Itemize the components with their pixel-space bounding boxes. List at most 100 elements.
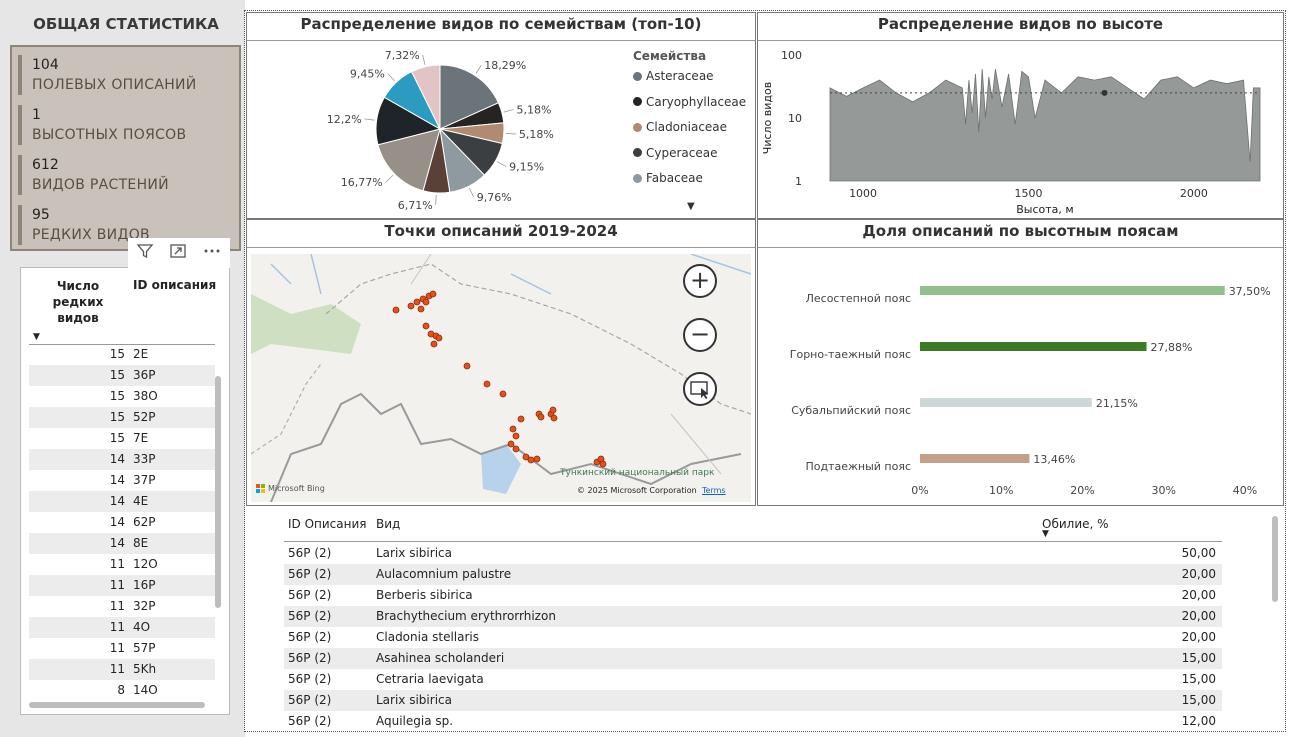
cell-species: Aulacomnium palustre (376, 567, 512, 581)
table-row[interactable]: 56P (2) Asahinea scholanderi 15,00 (284, 648, 1222, 669)
pie-chart-visual[interactable]: Распределение видов по семействам (топ-1… (246, 12, 756, 219)
filter-icon[interactable] (136, 242, 154, 264)
cell-rare-count: 11 (109, 599, 125, 613)
species-abundance-table[interactable]: ID Описания Вид Обилие, % ▼ 56P (2) Larix… (282, 512, 1227, 734)
map-visual[interactable]: Точки описаний 2019-2024 + − Тункинский … (246, 219, 756, 506)
header-abundance[interactable]: Обилие, % (1042, 517, 1109, 531)
table-row[interactable]: 11 4O (29, 617, 215, 638)
pie-chart[interactable]: 18,29% 5,18% 5,18% 9,15% 9,76% 6,71% 16,77% 12,… (247, 41, 757, 219)
cell-description-id: 37P (133, 473, 156, 487)
table-row[interactable]: 15 7E (29, 428, 215, 449)
kpi-label-rare: РЕДКИХ ВИДОВ (32, 227, 150, 243)
table-row[interactable]: 14 8E (29, 533, 215, 554)
table-row[interactable]: 56P (2) Cetraria laevigata 15,00 (284, 669, 1222, 690)
pie-slice[interactable] (410, 64, 441, 130)
kpi-accent-bar (18, 155, 22, 195)
table-row[interactable]: 15 38O (29, 386, 215, 407)
altitude-area-chart[interactable]: 1 10 100 1000 1500 2000 Высота, м Число видов (758, 41, 1285, 219)
cell-description-id: 5Kh (133, 662, 157, 676)
table-row[interactable]: 11 12O (29, 554, 215, 575)
pie-chart-title: Распределение видов по семействам (топ-1… (300, 15, 702, 33)
cell-species: Asahinea scholanderi (376, 651, 505, 665)
table-row[interactable]: 11 57P (29, 638, 215, 659)
table-row[interactable]: 56P (2) Berberis sibirica 20,00 (284, 585, 1222, 606)
vertical-scrollbar[interactable] (1272, 516, 1278, 602)
map-canvas[interactable] (251, 254, 751, 502)
more-options-icon[interactable] (202, 242, 222, 264)
legend-label: Asteraceae (646, 69, 714, 83)
table-row[interactable]: 15 52P (29, 407, 215, 428)
table-row[interactable]: 15 2E (29, 344, 215, 365)
y-tick-label: 100 (781, 49, 802, 62)
bar-category-label: Субальпийский пояс (791, 404, 911, 417)
cell-description-id: 56P (2) (288, 672, 332, 686)
cell-description-id: 33P (133, 452, 156, 466)
pie-slice[interactable] (377, 128, 441, 192)
legend-scroll-down-icon[interactable]: ▼ (687, 201, 695, 212)
table-row[interactable]: 14 62P (29, 512, 215, 533)
x-tick-label: 40% (1233, 484, 1257, 497)
table-row[interactable]: 14 33P (29, 449, 215, 470)
legend-label: Caryophyllaceae (646, 94, 747, 109)
table-row[interactable]: 14 4E (29, 491, 215, 512)
select-area-button[interactable] (683, 372, 717, 406)
bar-category-label: Лесостепной пояс (806, 292, 911, 305)
cell-description-id: 8E (133, 536, 149, 550)
table-row[interactable]: 8 14O (29, 680, 215, 701)
table-row[interactable]: 15 36P (29, 365, 215, 386)
bar[interactable] (920, 286, 1225, 295)
sort-desc-icon[interactable]: ▼ (33, 332, 40, 342)
cell-description-id: 32P (133, 599, 156, 613)
cell-description-id: 12O (133, 557, 158, 571)
map-title: Точки описаний 2019-2024 (384, 222, 618, 240)
legend-item[interactable]: Cladoniaceae (633, 120, 727, 134)
pie-leader-line (468, 187, 475, 198)
header-description-id[interactable]: ID описания (133, 278, 217, 292)
x-tick-label: 0% (911, 484, 928, 497)
table-row[interactable]: 14 37P (29, 470, 215, 491)
cell-abundance: 15,00 (1181, 693, 1216, 707)
altitude-area[interactable] (829, 68, 1261, 182)
title-divider (247, 40, 755, 41)
legend-item[interactable]: Cyperaceae (633, 146, 717, 160)
header-rare-count[interactable]: Число редких видов (52, 279, 104, 325)
table-row[interactable]: 56P (2) Brachythecium erythrorrhizon 20,00 (284, 606, 1222, 627)
table-row[interactable]: 11 32P (29, 596, 215, 617)
table-row[interactable]: 56P (2) Aquilegia sp. 12,00 (284, 711, 1222, 732)
pie-slice[interactable] (439, 64, 500, 130)
belt-chart-visual[interactable]: Доля описаний по высотным поясам Лесосте… (757, 219, 1284, 506)
bar[interactable] (920, 342, 1147, 351)
cell-rare-count: 8 (117, 683, 125, 697)
zoom-out-button[interactable]: − (683, 318, 717, 352)
zoom-in-button[interactable]: + (683, 264, 717, 298)
table-row[interactable]: 56P (2) Larix sibirica 15,00 (284, 690, 1222, 711)
altitude-chart-visual[interactable]: Распределение видов по высоте 1 10 100 1000… (757, 12, 1284, 219)
legend-item[interactable]: Asteraceae (633, 69, 714, 83)
table-row[interactable]: 56P (2) Aulacomnium palustre 20,00 (284, 564, 1222, 585)
table-row[interactable]: 56P (2) Larix sibirica 50,00 (284, 543, 1222, 564)
legend-item[interactable]: Fabaceae (633, 171, 703, 185)
belt-bar-chart[interactable]: Лесостепной пояс 37,50% Горно-таежный пояс… (758, 248, 1285, 506)
cell-description-id: 4O (133, 620, 151, 634)
table-header: Число редких видов ID описания ▼ (21, 268, 229, 348)
focus-mode-icon[interactable] (169, 242, 187, 264)
rare-species-table[interactable]: Число редких видов ID описания ▼ 15 2E 15 3… (20, 267, 230, 715)
bar[interactable] (920, 454, 1030, 463)
terms-link[interactable]: Terms (702, 486, 726, 495)
legend-label: Cyperaceae (646, 145, 718, 160)
bing-label: Microsoft Bing (268, 484, 325, 493)
cell-abundance: 20,00 (1181, 630, 1216, 644)
horizontal-scrollbar[interactable] (29, 702, 205, 708)
cell-rare-count: 11 (109, 641, 125, 655)
cell-description-id: 16P (133, 578, 156, 592)
header-description-id[interactable]: ID Описания (288, 517, 367, 531)
bar[interactable] (920, 398, 1092, 407)
table-row[interactable]: 11 16P (29, 575, 215, 596)
legend-item[interactable]: Caryophyllaceae (633, 95, 746, 109)
header-species[interactable]: Вид (376, 517, 401, 531)
table-row[interactable]: 11 5Kh (29, 659, 215, 680)
table-row[interactable]: 56P (2) Cladonia stellaris 20,00 (284, 627, 1222, 648)
sort-desc-icon[interactable]: ▼ (1042, 529, 1049, 539)
vertical-scrollbar[interactable] (215, 376, 221, 608)
cell-species: Cladonia stellaris (376, 630, 480, 644)
